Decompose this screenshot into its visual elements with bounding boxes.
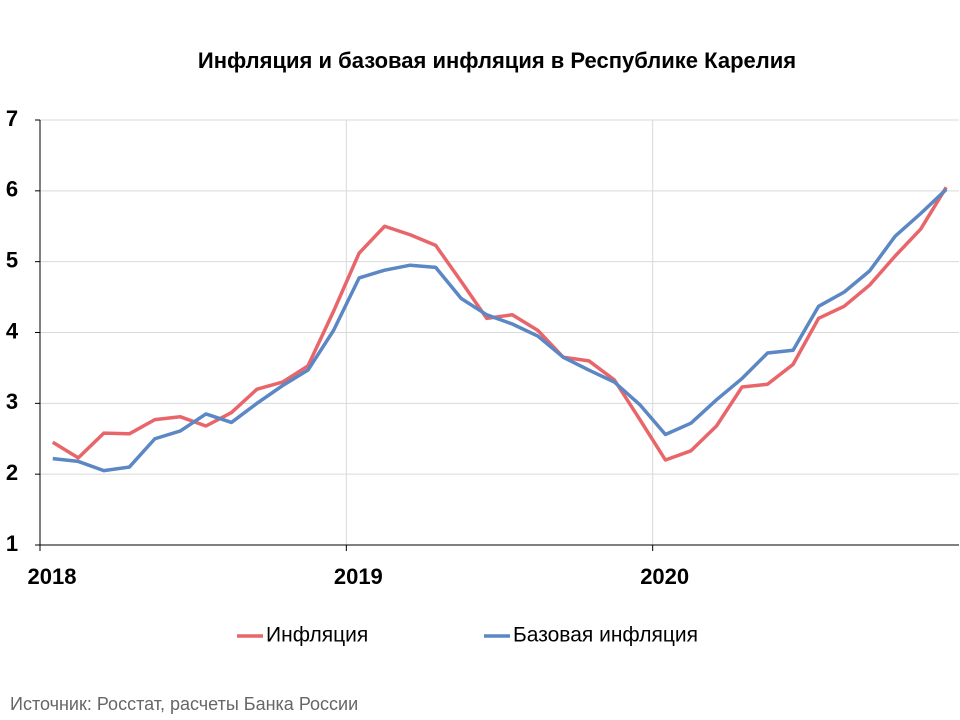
y-tick-label: 4 xyxy=(6,318,19,343)
y-tick-label: 3 xyxy=(6,389,18,414)
chart-title: Инфляция и базовая инфляция в Республике… xyxy=(198,48,796,73)
source-note: Источник: Росстат, расчеты Банка России xyxy=(10,694,358,714)
y-tick-label: 7 xyxy=(6,106,18,131)
y-tick-label: 1 xyxy=(6,531,18,556)
x-tick-label: 2020 xyxy=(640,564,689,589)
legend-label: Инфляция xyxy=(266,624,368,647)
x-tick-label: 2019 xyxy=(334,564,383,589)
y-tick-label: 5 xyxy=(6,247,18,272)
y-tick-label: 2 xyxy=(6,460,18,485)
series-line xyxy=(51,186,948,462)
series-line xyxy=(52,188,948,473)
legend-label: Базовая инфляция xyxy=(513,624,698,647)
y-tick-label: 6 xyxy=(6,177,18,202)
x-tick-label: 2018 xyxy=(28,564,77,589)
